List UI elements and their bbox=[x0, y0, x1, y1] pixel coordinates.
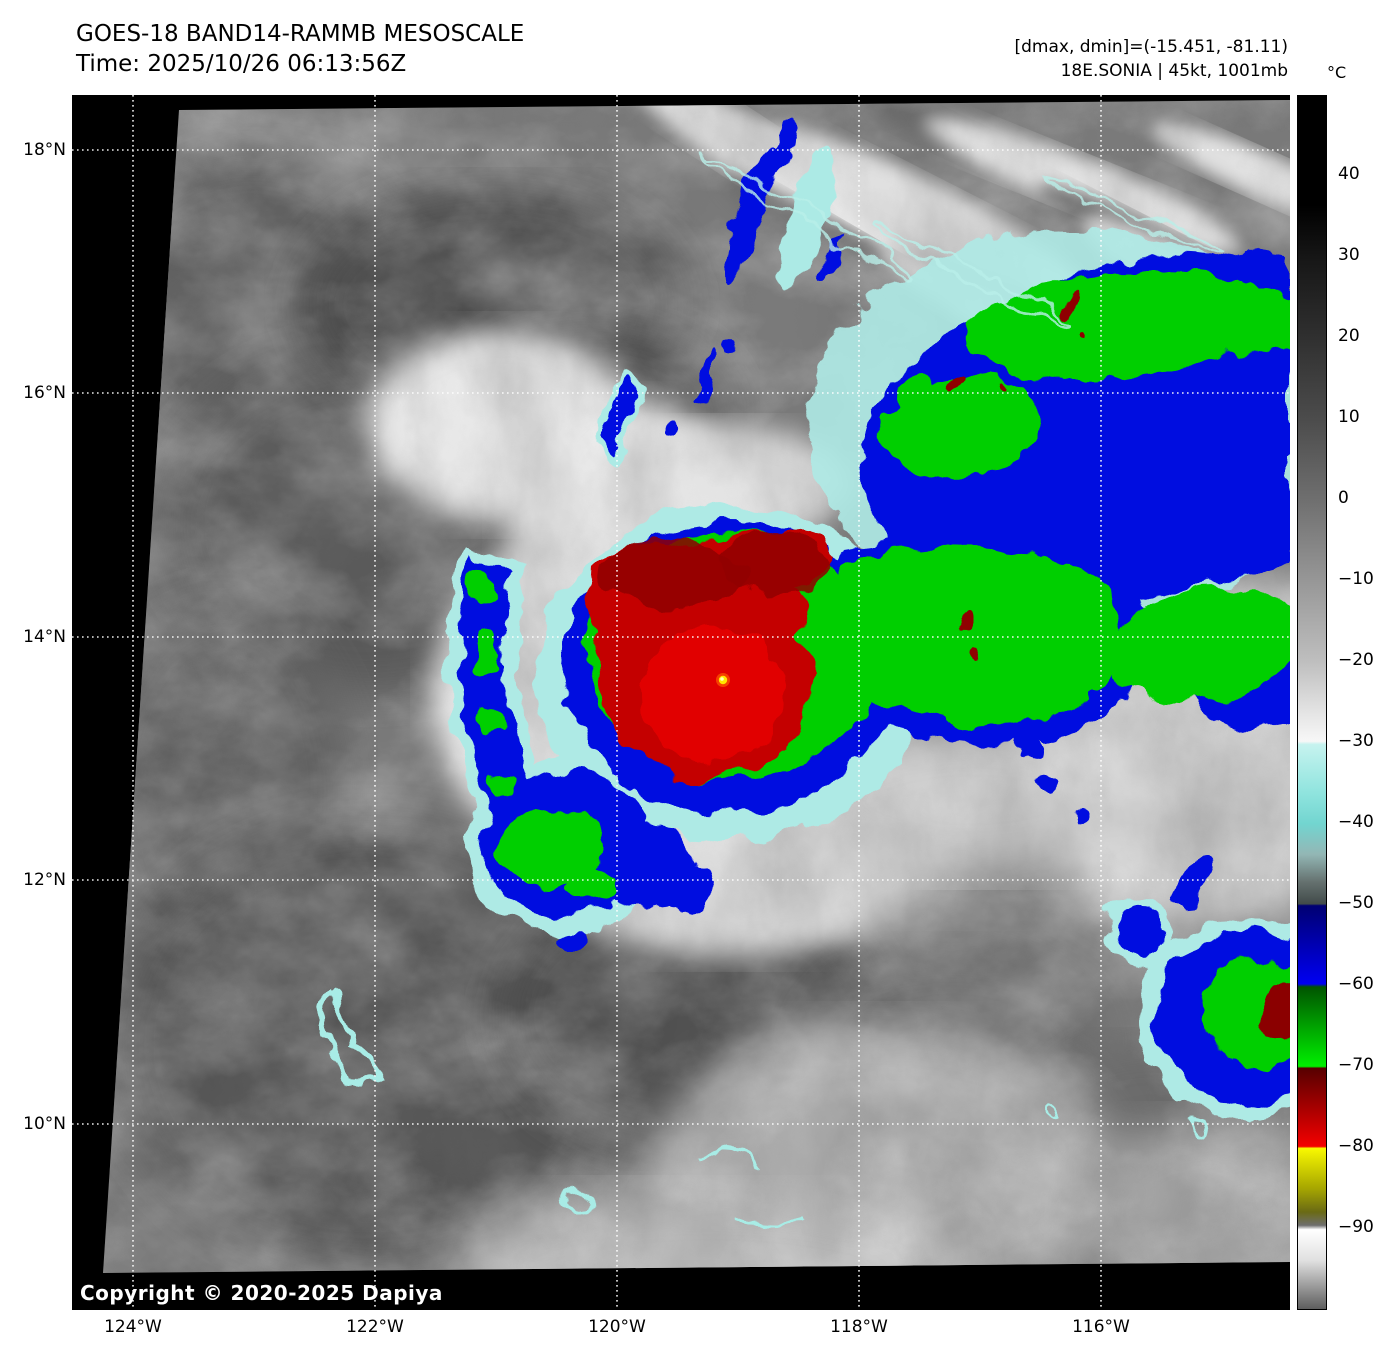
lon-label-116W: 116°W bbox=[1072, 1317, 1130, 1337]
convection-overlay bbox=[318, 114, 1290, 1223]
colorbar-gradient bbox=[1297, 95, 1327, 1310]
graticule bbox=[72, 95, 1290, 1310]
lon-label-118W: 118°W bbox=[830, 1317, 888, 1337]
figure-annotations: [dmax, dmin]=(-15.451, -81.11) 18E.SONIA… bbox=[1015, 35, 1289, 83]
map-area bbox=[72, 95, 1290, 1310]
lon-label-120W: 120°W bbox=[588, 1317, 646, 1337]
colorbar-tick-30: 30 bbox=[1338, 245, 1360, 265]
colorbar-tick-m80: −80 bbox=[1338, 1136, 1374, 1156]
lat-label-18N: 18°N bbox=[23, 140, 66, 160]
satellite-image bbox=[72, 95, 1290, 1310]
lat-label-16N: 16°N bbox=[23, 383, 66, 403]
lat-label-10N: 10°N bbox=[23, 1114, 66, 1134]
colorbar-tick-0: 0 bbox=[1338, 488, 1349, 508]
lon-label-124W: 124°W bbox=[104, 1317, 162, 1337]
colorbar-tick-m60: −60 bbox=[1338, 974, 1374, 994]
colorbar-unit-label: °C bbox=[1327, 63, 1347, 82]
colorbar-tick-m50: −50 bbox=[1338, 893, 1374, 913]
storm-center-coldest-pixel bbox=[716, 673, 730, 687]
colorbar-tick-m90: −90 bbox=[1338, 1217, 1374, 1237]
colorbar-tick-m70: −70 bbox=[1338, 1055, 1374, 1075]
storm-info-annotation: 18E.SONIA | 45kt, 1001mb bbox=[1060, 61, 1288, 81]
colorbar-tick-20: 20 bbox=[1338, 326, 1360, 346]
lon-label-122W: 122°W bbox=[346, 1317, 404, 1337]
figure-title: GOES-18 BAND14-RAMMB MESOSCALE bbox=[76, 21, 525, 47]
data-range-annotation: [dmax, dmin]=(-15.451, -81.11) bbox=[1014, 37, 1289, 57]
storm-core-group bbox=[590, 532, 830, 779]
colorbar-tick-40: 40 bbox=[1338, 164, 1360, 184]
lat-label-14N: 14°N bbox=[23, 627, 66, 647]
figure-timestamp: Time: 2025/10/26 06:13:56Z bbox=[76, 51, 407, 77]
lat-label-12N: 12°N bbox=[23, 870, 66, 890]
copyright-text: Copyright © 2020-2025 Dapiya bbox=[80, 1281, 443, 1305]
colorbar-tick-m10: −10 bbox=[1338, 569, 1374, 589]
colorbar-tick-m20: −20 bbox=[1338, 650, 1374, 670]
colorbar-tick-m30: −30 bbox=[1338, 731, 1374, 751]
colorbar-tick-10: 10 bbox=[1338, 407, 1360, 427]
colorbar-tick-m40: −40 bbox=[1338, 812, 1374, 832]
